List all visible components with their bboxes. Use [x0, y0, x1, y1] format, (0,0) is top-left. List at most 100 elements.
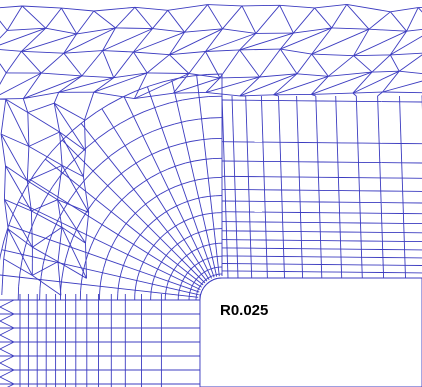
mesh-edge-arc: [187, 252, 191, 256]
mesh-edge-arc: [94, 228, 100, 238]
mesh-edge-arc: [202, 259, 206, 262]
mesh-edge-arc: [204, 279, 207, 281]
mesh-edge-triangle: [241, 5, 257, 34]
mesh-edge-arc: [157, 264, 161, 269]
mesh-edge-triangle: [0, 376, 15, 385]
mesh-edge-triangle: [169, 51, 206, 56]
mesh-edge-arc: [167, 186, 176, 191]
mesh-edge-arc: [131, 159, 142, 166]
mesh-edge-spoke: [0, 274, 199, 298]
mesh-edge-arc: [191, 285, 193, 288]
mesh-edge-triangle: [368, 11, 391, 30]
mesh-edge-triangle: [352, 92, 357, 97]
mesh-edge-triangle: [371, 70, 400, 73]
mesh-edge-arc: [180, 141, 191, 145]
mesh-edge-triangle: [59, 131, 86, 151]
mesh-edge-arc: [152, 126, 164, 132]
mesh-edge-vertical: [335, 95, 343, 279]
mesh-edge-arc: [21, 247, 26, 261]
fillet-radius-label: R0.025: [220, 302, 269, 319]
mesh-edge-triangle: [0, 299, 15, 308]
mesh-edge-arc: [183, 218, 189, 223]
mesh-edge-triangle: [352, 91, 383, 94]
mesh-edge-arc: [84, 254, 89, 264]
mesh-edge-arc: [140, 261, 145, 267]
mesh-edge-triangle: [53, 92, 60, 104]
mesh-edge-vertical: [399, 95, 406, 279]
mesh-edge-arc: [198, 177, 207, 181]
mesh-edge-arc: [134, 282, 137, 289]
mesh-edge-arc: [129, 212, 136, 220]
mesh-edge-arc: [124, 218, 131, 226]
mesh-edge-triangle: [167, 10, 185, 33]
mesh-edge-triangle: [241, 4, 280, 7]
mesh-edge-triangle: [259, 48, 281, 78]
mesh-edge-arc: [168, 227, 174, 232]
mesh-edge-triangle: [239, 33, 257, 51]
mesh-edge-triangle: [4, 199, 33, 248]
mesh-edge-triangle: [133, 28, 153, 53]
mesh-edge-arc: [192, 264, 196, 268]
mesh-edge-arc: [210, 243, 215, 245]
mesh-edge-arc: [204, 212, 211, 215]
mesh-edge-arc: [122, 259, 126, 267]
mesh-edge-triangle: [57, 261, 87, 279]
mesh-edge-triangle: [173, 73, 190, 94]
mesh-edge-arc: [164, 230, 170, 235]
mesh-edges: [0, 3, 422, 387]
mesh-edge-arc: [158, 212, 165, 218]
mesh-edge-arc: [131, 241, 136, 249]
mesh-edge-arc: [213, 274, 216, 276]
mesh-edge-triangle: [0, 134, 6, 166]
mesh-edge-triangle: [346, 4, 370, 30]
mesh-edge-triangle: [279, 5, 294, 34]
mesh-edge-triangle: [26, 180, 32, 212]
mesh-edge-arc: [128, 187, 136, 194]
mesh-edge-triangle: [27, 112, 60, 133]
mesh-edge-arc: [123, 165, 133, 173]
mesh-edge-arc: [111, 238, 117, 247]
mesh-edge-arc: [153, 272, 157, 278]
mesh-edge-triangle: [27, 164, 63, 182]
mesh-edge-arc: [160, 189, 169, 195]
mesh-edge-triangle: [0, 306, 15, 315]
mesh-edge-spoke: [45, 158, 204, 286]
mesh-edge-arc: [130, 136, 142, 143]
mesh-edge-arc: [53, 219, 59, 231]
mesh-edge-arc: [170, 271, 174, 276]
mesh-edge-triangle: [3, 199, 9, 230]
mesh-edge-vertical: [355, 95, 363, 279]
mesh-edge-spoke: [101, 108, 210, 280]
mesh-edge-triangle: [102, 27, 116, 51]
mesh-edge-arc: [185, 273, 188, 276]
mesh-edge-arc: [198, 230, 204, 233]
mesh-edge-triangle: [0, 49, 22, 52]
mesh-edge-triangle: [84, 92, 95, 121]
mesh-edge-triangle: [102, 50, 134, 53]
mesh-edge-triangle: [273, 94, 279, 97]
mesh-edge-arc: [185, 160, 195, 164]
mesh-edge-arc: [186, 118, 199, 122]
mesh-edge-triangle: [6, 383, 15, 387]
mesh-edge-triangle: [85, 243, 87, 279]
mesh-edge-arc: [12, 199, 20, 214]
mesh-edge-triangle: [82, 150, 86, 177]
mesh-edge-triangle: [184, 28, 223, 33]
mesh-edge-spoke: [123, 96, 213, 279]
mesh-edge-triangle: [205, 49, 240, 52]
mesh-edge-spoke: [8, 224, 200, 293]
mesh-edge-arc: [213, 267, 216, 269]
mesh-edge-arc: [146, 251, 150, 257]
mesh-edge-arc: [152, 276, 155, 282]
mesh-edge-triangle: [0, 63, 7, 74]
mesh-edge-triangle: [115, 6, 136, 29]
mesh-edge-arc: [103, 260, 107, 269]
mesh-edge-triangle: [134, 92, 174, 100]
mesh-edge-triangle: [346, 3, 391, 13]
mesh-edge-arc: [103, 213, 110, 222]
mesh-edge-arc: [77, 146, 88, 157]
mesh-edge-triangle: [84, 119, 86, 151]
mesh-edge-arc: [107, 178, 116, 187]
mesh-edge-arc: [119, 225, 126, 233]
mesh-edge-triangle: [239, 32, 294, 51]
